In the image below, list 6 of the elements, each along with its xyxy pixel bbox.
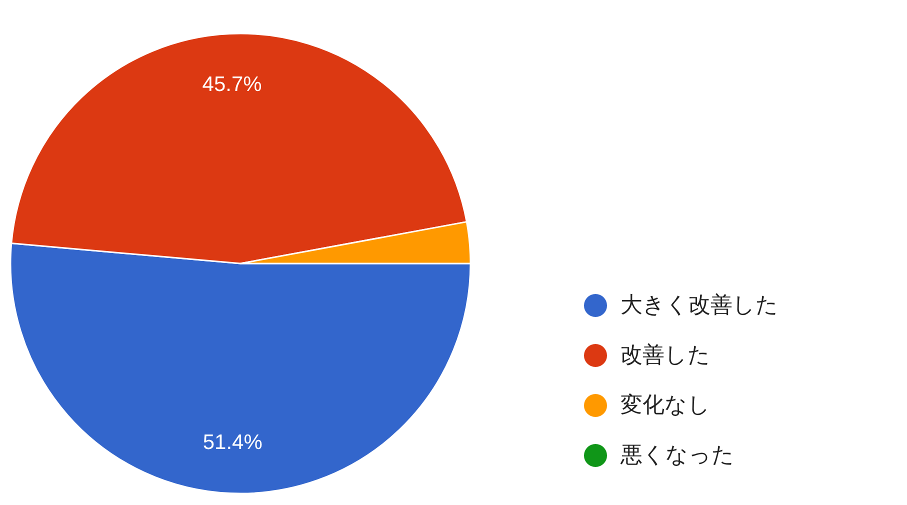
legend-label: 大きく改善した — [620, 293, 778, 318]
data-label: 51.4% — [202, 431, 262, 454]
legend-label: 変化なし — [620, 393, 710, 418]
legend-label: 改善した — [620, 343, 710, 368]
data-label: 45.7% — [202, 72, 262, 96]
legend-label: 悪くなった — [620, 443, 734, 468]
